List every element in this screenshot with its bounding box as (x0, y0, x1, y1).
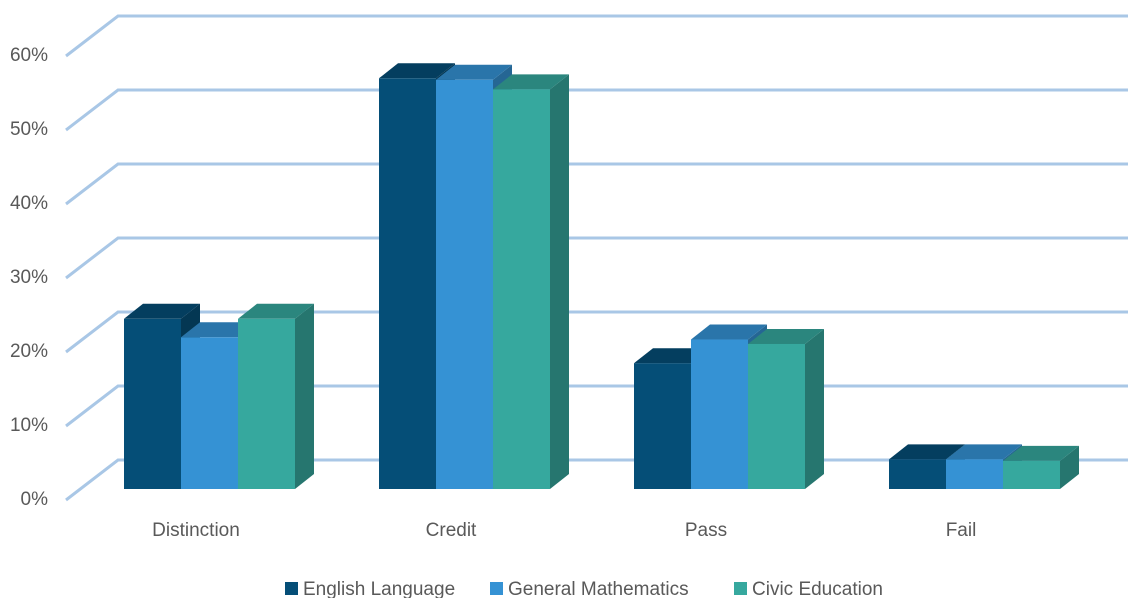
grid-line (65, 236, 1128, 280)
bar-top (379, 63, 455, 79)
legend-swatch (734, 582, 747, 595)
legend-swatch (490, 582, 503, 595)
y-tick-label: 40% (10, 193, 48, 214)
x-tick-label: Distinction (152, 520, 240, 541)
bar (634, 363, 691, 489)
bar-side (295, 303, 314, 489)
bar (379, 78, 436, 490)
grid-line (65, 88, 1128, 132)
bar-top (1003, 445, 1079, 461)
bar-top (493, 74, 569, 90)
y-tick-label: 10% (10, 415, 48, 436)
y-tick-label: 60% (10, 45, 48, 66)
bar-side (550, 74, 569, 490)
bar (124, 318, 181, 489)
y-tick-label: 30% (10, 267, 48, 288)
bar (946, 459, 1003, 489)
y-tick-label: 20% (10, 341, 48, 362)
legend-label: English Language (303, 579, 455, 598)
x-tick-label: Pass (685, 520, 727, 541)
legend-swatch (285, 582, 298, 595)
bar (691, 339, 748, 489)
bar-top (748, 328, 824, 344)
bar-side (1060, 445, 1079, 489)
bar-top (436, 64, 512, 80)
bar (1003, 460, 1060, 489)
bar-top (124, 303, 200, 319)
bar (436, 79, 493, 489)
y-tick-label: 50% (10, 119, 48, 140)
legend-label: General Mathematics (508, 579, 689, 598)
y-tick-label: 0% (21, 489, 49, 510)
x-tick-label: Credit (426, 520, 477, 541)
bar-top (691, 324, 767, 340)
bar (748, 343, 805, 489)
bar-side (805, 328, 824, 489)
bar (889, 459, 946, 489)
x-tick-label: Fail (946, 520, 977, 541)
bar-top (946, 444, 1022, 460)
grid-line (65, 162, 1128, 206)
bar-top (889, 444, 965, 460)
grid-line (65, 14, 1128, 58)
bar (181, 337, 238, 489)
bar-top (238, 303, 314, 319)
grid-line (65, 310, 1128, 354)
bar (493, 89, 550, 490)
bar (238, 318, 295, 489)
legend-label: Civic Education (752, 579, 883, 598)
